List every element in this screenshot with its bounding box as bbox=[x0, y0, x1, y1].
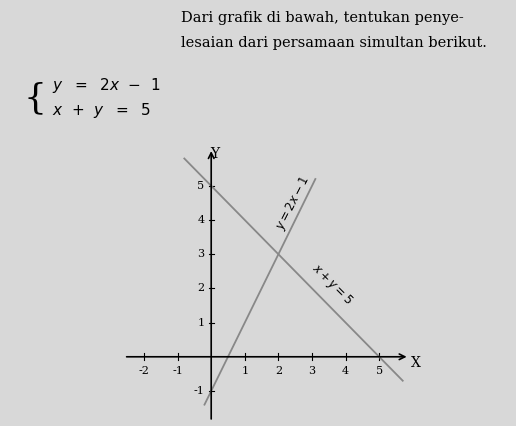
Text: Dari grafik di bawah, tentukan penye-: Dari grafik di bawah, tentukan penye- bbox=[181, 11, 463, 25]
Text: X: X bbox=[411, 356, 421, 370]
Text: 3: 3 bbox=[309, 366, 316, 376]
Text: 4: 4 bbox=[342, 366, 349, 376]
Text: $y$  $=$  $2x$  $-$  $1$: $y$ $=$ $2x$ $-$ $1$ bbox=[52, 76, 160, 95]
Text: {: { bbox=[23, 81, 46, 115]
Text: -2: -2 bbox=[139, 366, 150, 376]
Text: 5: 5 bbox=[197, 181, 204, 191]
Text: $x + y = 5$: $x + y = 5$ bbox=[309, 261, 356, 309]
Text: -1: -1 bbox=[194, 386, 204, 396]
Text: 2: 2 bbox=[275, 366, 282, 376]
Text: $x$  $+$  $y$  $=$  $5$: $x$ $+$ $y$ $=$ $5$ bbox=[52, 101, 151, 120]
Text: 1: 1 bbox=[197, 318, 204, 328]
Text: $y = 2x - 1$: $y = 2x - 1$ bbox=[273, 173, 314, 233]
Text: 1: 1 bbox=[241, 366, 248, 376]
Text: 5: 5 bbox=[376, 366, 383, 376]
Text: 2: 2 bbox=[197, 283, 204, 294]
Text: lesaian dari persamaan simultan berikut.: lesaian dari persamaan simultan berikut. bbox=[181, 36, 487, 50]
Text: 4: 4 bbox=[197, 215, 204, 225]
Text: Y: Y bbox=[211, 147, 220, 161]
Text: 3: 3 bbox=[197, 249, 204, 259]
Text: -1: -1 bbox=[172, 366, 183, 376]
